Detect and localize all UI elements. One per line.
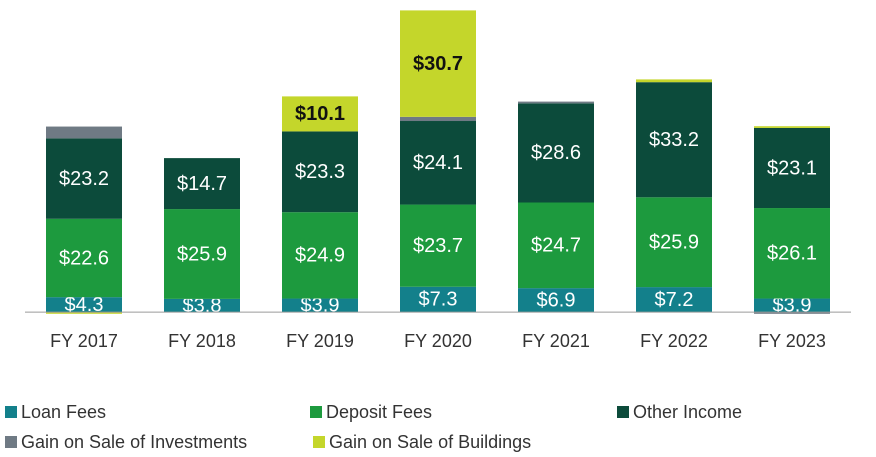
bar-segment [636,287,712,313]
value-label: $24.1 [413,152,463,174]
bar-segment [46,312,122,314]
legend-swatch [617,406,629,418]
value-label: $26.1 [767,243,817,265]
bar-segment [400,204,476,287]
value-label: $25.9 [649,231,699,253]
bar-segment [754,208,830,299]
x-tick-label: FY 2022 [640,331,708,351]
bar-segment [400,116,476,122]
value-label: $23.1 [767,157,817,179]
value-label: $3.9 [773,295,812,317]
value-label: $7.2 [655,289,694,311]
value-label: $6.9 [537,289,576,311]
bar-segment [518,288,594,313]
bar-segment [46,138,122,219]
x-tick-label: FY 2019 [286,331,354,351]
bar-segment [754,298,830,313]
bar-segment [282,298,358,313]
value-label: $4.3 [65,294,104,316]
value-label: $28.6 [531,142,581,164]
bar-segment [754,126,830,128]
value-label: $14.7 [177,173,227,195]
x-tick-label: FY 2023 [758,331,826,351]
bar-segment [400,10,476,117]
x-tick-label: FY 2017 [50,331,118,351]
bar-segment [46,297,122,313]
value-label: $33.2 [649,129,699,151]
bar-segment [46,126,122,139]
bar-segment [164,209,240,299]
bar-segment [636,79,712,83]
value-label: $22.6 [59,247,109,269]
value-label: $3.9 [301,295,340,317]
bar-segment [400,286,476,313]
bar-segment [518,101,594,104]
value-label: $10.1 [295,103,345,125]
legend-swatch [5,436,17,448]
legend-label: Gain on Sale of Investments [21,432,247,452]
x-tick-label: FY 2020 [404,331,472,351]
legend-swatch [310,406,322,418]
legend-swatch [5,406,17,418]
legend-label: Loan Fees [21,402,106,422]
legend-swatch [313,436,325,448]
bar-segment [164,298,240,313]
value-label: $25.9 [177,243,227,265]
bar-segment [636,197,712,288]
bar-segment [282,212,358,299]
value-label: $24.7 [531,235,581,257]
value-label: $24.9 [295,245,345,267]
bar-segment [518,103,594,203]
bar-segment [754,127,830,209]
bar-segment [636,82,712,198]
bar-segment [282,131,358,213]
value-label: $3.8 [183,295,222,317]
bar-segment [164,158,240,210]
value-label: $7.3 [419,289,458,311]
x-tick-label: FY 2018 [168,331,236,351]
value-label: $30.7 [413,53,463,75]
bar-segment [46,218,122,298]
legend-label: Gain on Sale of Buildings [329,432,531,452]
bar-segment [400,121,476,205]
value-label: $23.7 [413,235,463,257]
legend-label: Other Income [633,402,742,422]
bar-segment [518,202,594,289]
bar-segment [282,96,358,132]
x-tick-label: FY 2021 [522,331,590,351]
value-label: $23.2 [59,168,109,190]
bar-segment [754,312,830,314]
legend-label: Deposit Fees [326,402,432,422]
value-label: $23.3 [295,161,345,183]
